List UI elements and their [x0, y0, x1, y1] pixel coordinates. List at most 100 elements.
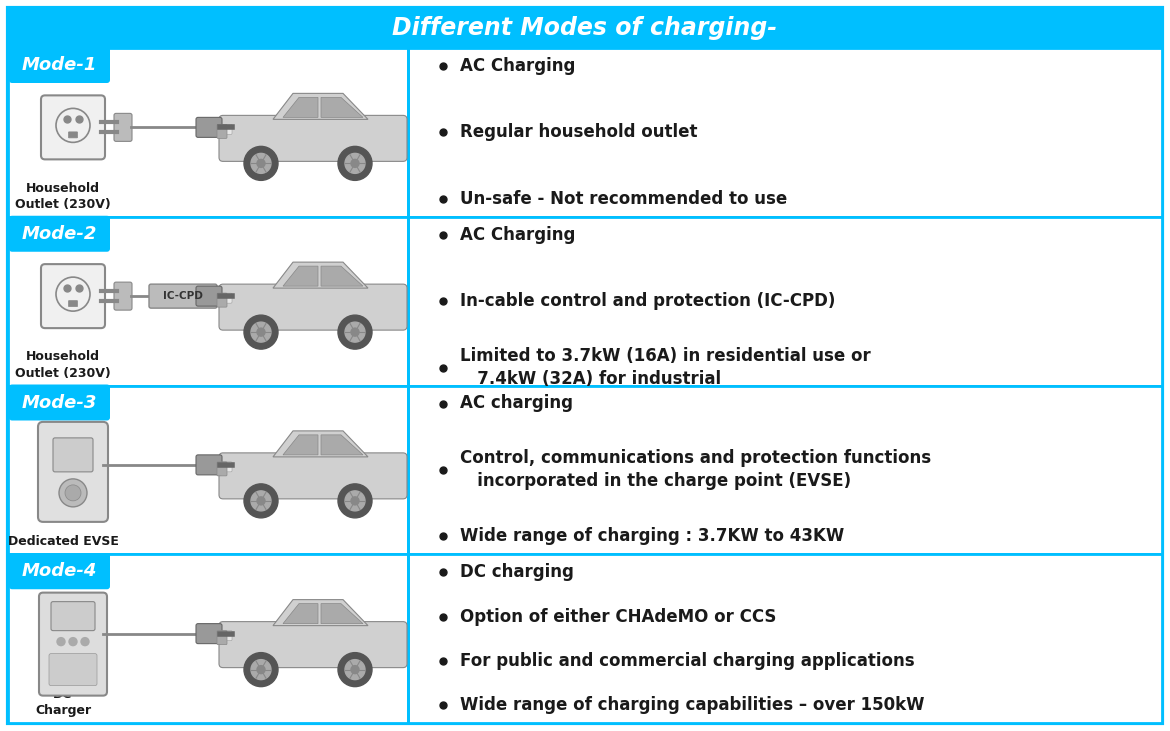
- Text: Mode-2: Mode-2: [22, 224, 97, 243]
- Bar: [8, 48, 408, 217]
- FancyBboxPatch shape: [8, 8, 1162, 723]
- Polygon shape: [321, 97, 363, 118]
- FancyBboxPatch shape: [197, 118, 222, 137]
- Polygon shape: [283, 604, 318, 624]
- Circle shape: [345, 322, 365, 342]
- Bar: [408, 48, 1162, 217]
- Circle shape: [338, 146, 372, 181]
- Bar: [8, 217, 408, 385]
- Text: Un-safe - Not recommended to use: Un-safe - Not recommended to use: [460, 190, 787, 208]
- Text: For public and commercial charging applications: For public and commercial charging appli…: [460, 652, 915, 670]
- FancyBboxPatch shape: [113, 113, 132, 141]
- Bar: [8, 385, 408, 554]
- Text: IC-CPD: IC-CPD: [163, 291, 202, 301]
- Circle shape: [69, 637, 77, 645]
- FancyBboxPatch shape: [39, 593, 106, 696]
- Polygon shape: [273, 94, 369, 119]
- Circle shape: [351, 159, 359, 167]
- FancyBboxPatch shape: [113, 282, 132, 310]
- Bar: [8, 8, 1162, 48]
- Text: Wide range of charging capabilities – over 150kW: Wide range of charging capabilities – ov…: [460, 696, 924, 714]
- Circle shape: [338, 315, 372, 349]
- FancyBboxPatch shape: [216, 124, 227, 138]
- Circle shape: [58, 479, 87, 507]
- Circle shape: [351, 666, 359, 674]
- FancyBboxPatch shape: [197, 286, 222, 306]
- Text: AC Charging: AC Charging: [460, 57, 576, 75]
- Circle shape: [245, 653, 278, 686]
- FancyBboxPatch shape: [53, 438, 92, 472]
- Circle shape: [245, 146, 278, 181]
- Circle shape: [245, 484, 278, 518]
- FancyBboxPatch shape: [49, 654, 97, 686]
- FancyBboxPatch shape: [69, 132, 77, 138]
- FancyBboxPatch shape: [41, 264, 105, 328]
- FancyBboxPatch shape: [219, 115, 407, 162]
- FancyBboxPatch shape: [220, 631, 232, 640]
- FancyBboxPatch shape: [220, 124, 232, 135]
- FancyBboxPatch shape: [216, 631, 227, 645]
- Bar: [8, 554, 408, 723]
- Circle shape: [345, 154, 365, 173]
- Circle shape: [338, 653, 372, 686]
- Circle shape: [351, 328, 359, 336]
- Text: Household
Outlet (230V): Household Outlet (230V): [15, 182, 111, 211]
- Bar: [408, 554, 1162, 723]
- Text: DC
Charger: DC Charger: [35, 688, 91, 717]
- FancyBboxPatch shape: [220, 293, 232, 303]
- FancyBboxPatch shape: [9, 553, 110, 589]
- Circle shape: [81, 637, 89, 645]
- Text: Different Modes of charging-: Different Modes of charging-: [392, 16, 778, 40]
- Text: Option of either CHAdeMO or CCS: Option of either CHAdeMO or CCS: [460, 607, 777, 626]
- Circle shape: [257, 328, 264, 336]
- Bar: [408, 385, 1162, 554]
- FancyBboxPatch shape: [216, 293, 227, 307]
- Text: Mode-4: Mode-4: [22, 562, 97, 580]
- Text: Wide range of charging : 3.7KW to 43KW: Wide range of charging : 3.7KW to 43KW: [460, 527, 845, 545]
- FancyBboxPatch shape: [9, 385, 110, 420]
- Circle shape: [56, 108, 90, 143]
- Circle shape: [257, 666, 264, 674]
- Circle shape: [245, 315, 278, 349]
- Text: Limited to 3.7kW (16A) in residential use or
   7.4kW (32A) for industrial: Limited to 3.7kW (16A) in residential us…: [460, 347, 870, 388]
- Circle shape: [345, 659, 365, 680]
- Bar: [408, 217, 1162, 385]
- Circle shape: [66, 485, 81, 501]
- FancyBboxPatch shape: [9, 216, 110, 251]
- Text: DC charging: DC charging: [460, 564, 573, 581]
- Polygon shape: [321, 604, 363, 624]
- Text: AC charging: AC charging: [460, 395, 573, 412]
- FancyBboxPatch shape: [149, 284, 216, 308]
- Circle shape: [252, 322, 271, 342]
- Polygon shape: [273, 431, 369, 457]
- FancyBboxPatch shape: [219, 284, 407, 330]
- FancyBboxPatch shape: [197, 455, 222, 475]
- FancyBboxPatch shape: [220, 462, 232, 472]
- FancyBboxPatch shape: [219, 453, 407, 499]
- Circle shape: [338, 484, 372, 518]
- Circle shape: [351, 497, 359, 505]
- FancyBboxPatch shape: [41, 95, 105, 159]
- Circle shape: [252, 154, 271, 173]
- Polygon shape: [283, 266, 318, 286]
- Text: Household
Outlet (230V): Household Outlet (230V): [15, 350, 111, 379]
- FancyBboxPatch shape: [69, 300, 77, 306]
- Text: Mode-1: Mode-1: [22, 56, 97, 74]
- Text: AC Charging: AC Charging: [460, 226, 576, 243]
- FancyBboxPatch shape: [219, 621, 407, 667]
- Circle shape: [252, 491, 271, 511]
- Circle shape: [252, 659, 271, 680]
- Polygon shape: [283, 97, 318, 118]
- Text: Dedicated EVSE: Dedicated EVSE: [7, 535, 118, 548]
- Circle shape: [257, 159, 264, 167]
- Polygon shape: [273, 599, 369, 626]
- FancyBboxPatch shape: [216, 462, 227, 476]
- Circle shape: [57, 637, 66, 645]
- Circle shape: [345, 491, 365, 511]
- FancyBboxPatch shape: [51, 602, 95, 631]
- Text: In-cable control and protection (IC-CPD): In-cable control and protection (IC-CPD): [460, 292, 835, 310]
- Polygon shape: [321, 435, 363, 455]
- Polygon shape: [273, 262, 369, 288]
- Polygon shape: [321, 266, 363, 286]
- Polygon shape: [283, 435, 318, 455]
